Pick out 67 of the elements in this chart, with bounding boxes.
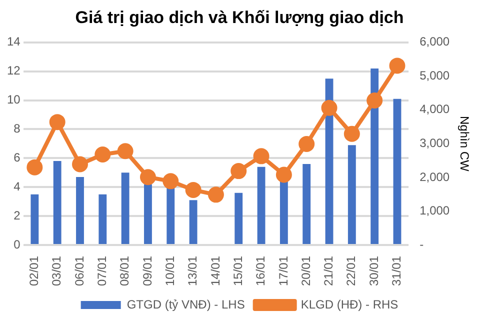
bar — [144, 184, 152, 244]
y-tick-label: 2 — [14, 208, 21, 222]
legend-label: GTGD (tỷ VNĐ) - LHS — [126, 297, 245, 312]
point — [321, 100, 338, 116]
point — [117, 143, 134, 160]
x-tick-label: 14/01 — [208, 256, 222, 286]
point — [162, 173, 179, 190]
point — [253, 148, 270, 164]
x-tick-label: 21/01 — [322, 256, 336, 286]
point — [26, 159, 43, 176]
x-tick-label: 03/01 — [50, 256, 64, 286]
bar — [121, 172, 130, 244]
point — [72, 156, 88, 172]
y-tick-label: 0 — [14, 237, 21, 252]
point — [94, 146, 111, 162]
x-tick-label: 30/01 — [366, 256, 381, 286]
y-tick-label: 14 — [6, 34, 21, 49]
point — [230, 163, 247, 180]
legend-label: KLGD (HĐ) - RHS — [300, 297, 398, 312]
y2-axis-title: Nghìn CW — [457, 116, 472, 172]
point — [344, 126, 360, 142]
point — [49, 114, 66, 130]
x-tick-label: 07/01 — [94, 256, 109, 286]
bar — [76, 176, 84, 244]
x-tick-label: 17/01 — [276, 256, 290, 286]
x-tick-label: 22/01 — [344, 256, 358, 286]
y2-tick-label: 1,000 — [420, 204, 450, 218]
bar — [234, 192, 243, 244]
x-tick-label: 06/01 — [72, 256, 86, 286]
y-tick-label: 6 — [14, 150, 21, 164]
x-tick-label: 08/01 — [118, 256, 132, 286]
point — [140, 169, 156, 186]
bar — [370, 68, 379, 244]
y-tick-label: 8 — [14, 122, 21, 136]
bar — [393, 98, 402, 244]
y2-tick-label: 5,000 — [420, 68, 450, 82]
y-tick-label: 12 — [6, 64, 21, 78]
x-tick-label: 10/01 — [162, 256, 177, 286]
x-tick-label: 13/01 — [186, 256, 200, 286]
y2-tick-label: 3,000 — [420, 136, 450, 150]
x-tick-label: 16/01 — [254, 256, 268, 286]
y2-tick-label: - — [420, 237, 424, 252]
y2-tick-label: 6,000 — [420, 34, 450, 49]
x-tick-label: 15/01 — [230, 256, 245, 286]
x-tick-label: 02/01 — [26, 256, 41, 286]
y2-tick-label: 2,000 — [420, 170, 450, 184]
bar — [98, 194, 107, 244]
x-tick-label: 31/01 — [390, 256, 404, 286]
bar — [302, 164, 311, 244]
bar — [30, 194, 39, 244]
bar — [280, 180, 288, 244]
x-tick-label: 09/01 — [140, 256, 154, 286]
bar — [257, 166, 266, 244]
point — [389, 58, 406, 74]
bar — [53, 161, 62, 244]
bar — [348, 145, 356, 244]
chart-title: Giá trị giao dịch và Khối lượng giao dịch — [75, 8, 404, 27]
x-tick-label: 20/01 — [298, 256, 313, 286]
y-tick-label: 10 — [6, 92, 21, 107]
bar — [189, 200, 198, 244]
point — [185, 182, 202, 198]
point — [208, 186, 224, 203]
point — [366, 92, 383, 108]
y2-tick-label: 4,000 — [420, 102, 450, 116]
point — [276, 166, 292, 183]
y-tick-label: 4 — [14, 179, 21, 194]
point — [298, 136, 315, 152]
